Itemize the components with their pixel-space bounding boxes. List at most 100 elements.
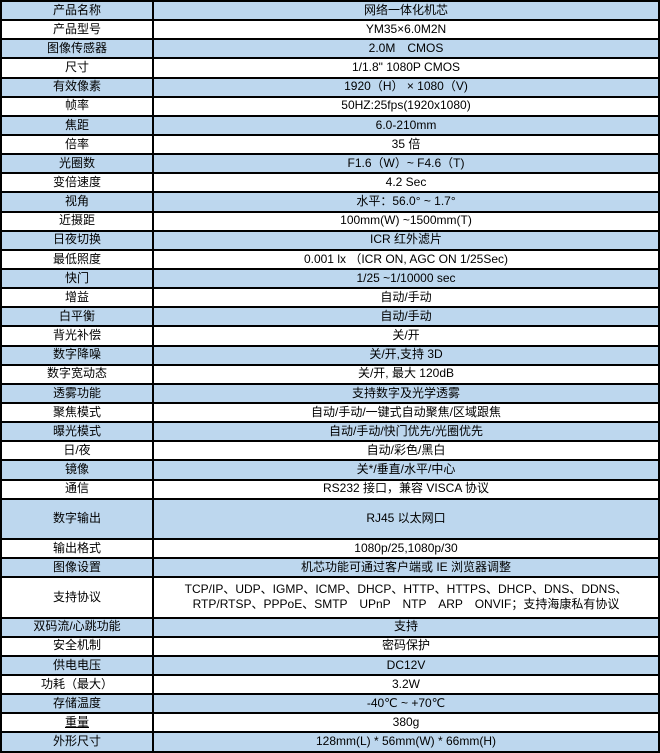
spec-label: 镜像	[0, 459, 154, 481]
spec-label: 数字输出	[0, 497, 154, 540]
spec-label: 透雾功能	[0, 382, 154, 404]
table-row: 日/夜 自动/彩色/黑白	[0, 440, 660, 462]
spec-value: 关/开	[152, 325, 660, 347]
table-row: 透雾功能 支持数字及光学透雾	[0, 382, 660, 404]
spec-value: TCP/IP、UDP、IGMP、ICMP、DHCP、HTTP、HTTPS、DHC…	[152, 576, 660, 619]
table-row: 日夜切换 ICR 红外滤片	[0, 229, 660, 251]
spec-value: 关/开,支持 3D	[152, 344, 660, 366]
spec-value: 380g	[152, 712, 660, 734]
table-row: 产品型号 YM35×6.0M2N	[0, 19, 660, 41]
table-row: 支持协议 TCP/IP、UDP、IGMP、ICMP、DHCP、HTTP、HTTPS…	[0, 576, 660, 619]
spec-label: 通信	[0, 478, 154, 500]
spec-label: 有效像素	[0, 76, 154, 98]
spec-value: 50HZ:25fps(1920x1080)	[152, 95, 660, 117]
spec-label: 增益	[0, 287, 154, 309]
spec-label: 数字宽动态	[0, 363, 154, 385]
spec-label: 图像传感器	[0, 38, 154, 60]
spec-label: 双码流/心跳功能	[0, 616, 154, 638]
spec-value: DC12V	[152, 654, 660, 676]
spec-value: 4.2 Sec	[152, 172, 660, 194]
table-row: 焦距 6.0-210mm	[0, 114, 660, 136]
table-row: 安全机制 密码保护	[0, 635, 660, 657]
spec-value: 水平：56.0° ~ 1.7°	[152, 191, 660, 213]
spec-value: 自动/手动	[152, 306, 660, 328]
table-row: 通信 RS232 接口，兼容 VISCA 协议	[0, 478, 660, 500]
table-row: 重量 380g	[0, 712, 660, 734]
spec-value: 关/开, 最大 120dB	[152, 363, 660, 385]
table-row: 白平衡 自动/手动	[0, 306, 660, 328]
spec-value: -40℃ ~ +70℃	[152, 693, 660, 715]
table-row: 曝光模式 自动/手动/快门优先/光圈优先	[0, 421, 660, 443]
spec-value: RJ45 以太网口	[152, 497, 660, 540]
spec-value: RS232 接口，兼容 VISCA 协议	[152, 478, 660, 500]
table-row: 图像设置 机芯功能可通过客户端或 IE 浏览器调整	[0, 557, 660, 579]
spec-value: 3.2W	[152, 673, 660, 696]
spec-label: 数字降噪	[0, 344, 154, 366]
spec-value: 6.0-210mm	[152, 114, 660, 136]
spec-label: 产品名称	[0, 0, 154, 22]
spec-value: 2.0M CMOS	[152, 38, 660, 60]
spec-label: 尺寸	[0, 57, 154, 79]
table-row: 数字输出 RJ45 以太网口	[0, 497, 660, 540]
spec-label: 近摄距	[0, 210, 154, 232]
spec-value: 支持	[152, 616, 660, 638]
spec-value: 自动/手动/一键式自动聚焦/区域跟焦	[152, 401, 660, 424]
spec-label: 变倍速度	[0, 172, 154, 194]
table-row: 图像传感器 2.0M CMOS	[0, 38, 660, 60]
table-row: 输出格式 1080p/25,1080p/30	[0, 537, 660, 560]
table-row: 倍率 35 倍	[0, 133, 660, 156]
spec-label: 倍率	[0, 133, 154, 156]
table-row: 供电电压 DC12V	[0, 654, 660, 676]
spec-label: 光圈数	[0, 153, 154, 175]
table-row: 数字宽动态 关/开, 最大 120dB	[0, 363, 660, 385]
spec-label: 帧率	[0, 95, 154, 117]
spec-label: 视角	[0, 191, 154, 213]
spec-value: 自动/手动	[152, 287, 660, 309]
spec-value: 关*/垂直/水平/中心	[152, 459, 660, 481]
spec-label: 外形尺寸	[0, 731, 154, 753]
spec-label: 焦距	[0, 114, 154, 136]
table-row: 产品名称 网络一体化机芯	[0, 0, 660, 22]
spec-value: 1/25 ~1/10000 sec	[152, 267, 660, 290]
spec-value: YM35×6.0M2N	[152, 19, 660, 41]
table-row: 增益 自动/手动	[0, 287, 660, 309]
table-row: 近摄距 100mm(W) ~1500mm(T)	[0, 210, 660, 232]
spec-value: ICR 红外滤片	[152, 229, 660, 251]
spec-value: 自动/手动/快门优先/光圈优先	[152, 421, 660, 443]
table-row: 外形尺寸 128mm(L) * 56mm(W) * 66mm(H)	[0, 731, 660, 753]
spec-value: 机芯功能可通过客户端或 IE 浏览器调整	[152, 557, 660, 579]
spec-label: 供电电压	[0, 654, 154, 676]
table-row: 最低照度 0.001 lx （ICR ON, AGC ON 1/25Sec)	[0, 248, 660, 270]
table-row: 功耗（最大） 3.2W	[0, 673, 660, 696]
spec-value: 35 倍	[152, 133, 660, 156]
table-row: 镜像 关*/垂直/水平/中心	[0, 459, 660, 481]
spec-label: 安全机制	[0, 635, 154, 657]
spec-label: 支持协议	[0, 576, 154, 619]
spec-label: 日夜切换	[0, 229, 154, 251]
table-row: 聚焦模式 自动/手动/一键式自动聚焦/区域跟焦	[0, 401, 660, 424]
spec-label: 图像设置	[0, 557, 154, 579]
spec-value: 支持数字及光学透雾	[152, 382, 660, 404]
spec-label: 最低照度	[0, 248, 154, 270]
spec-label: 曝光模式	[0, 421, 154, 443]
spec-label: 日/夜	[0, 440, 154, 462]
spec-label: 聚焦模式	[0, 401, 154, 424]
table-row: 快门 1/25 ~1/10000 sec	[0, 267, 660, 290]
table-row: 双码流/心跳功能 支持	[0, 616, 660, 638]
spec-value: 128mm(L) * 56mm(W) * 66mm(H)	[152, 731, 660, 753]
table-row: 数字降噪 关/开,支持 3D	[0, 344, 660, 366]
table-row: 尺寸 1/1.8" 1080P CMOS	[0, 57, 660, 79]
table-row: 帧率 50HZ:25fps(1920x1080)	[0, 95, 660, 117]
table-row: 存储温度 -40℃ ~ +70℃	[0, 693, 660, 715]
spec-value: 密码保护	[152, 635, 660, 657]
table-row: 变倍速度 4.2 Sec	[0, 172, 660, 194]
spec-label: 产品型号	[0, 19, 154, 41]
spec-label: 功耗（最大）	[0, 673, 154, 696]
table-row: 视角 水平：56.0° ~ 1.7°	[0, 191, 660, 213]
spec-value: 0.001 lx （ICR ON, AGC ON 1/25Sec)	[152, 248, 660, 270]
spec-label: 重量	[0, 712, 154, 734]
spec-value: 100mm(W) ~1500mm(T)	[152, 210, 660, 232]
spec-value: F1.6（W）~ F4.6（T)	[152, 153, 660, 175]
